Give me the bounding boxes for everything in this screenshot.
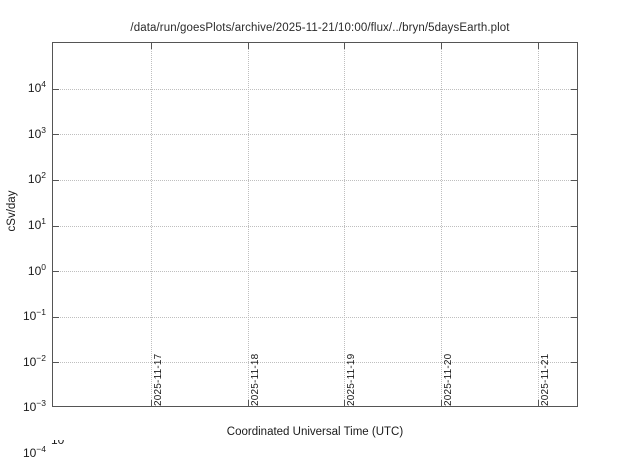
y-axis-tick <box>53 316 59 318</box>
x-tick-label: 2025-11-18 <box>250 353 261 406</box>
gridline-horizontal <box>53 134 577 136</box>
x-axis-tick <box>248 43 249 49</box>
y-axis-tick <box>571 134 577 136</box>
x-axis-tick <box>441 400 442 406</box>
y-axis-tick <box>53 225 59 227</box>
y-tick-label: 10−3 <box>22 398 46 415</box>
gridline-horizontal <box>53 225 577 227</box>
y-axis-tick <box>571 271 577 273</box>
y-axis-tick <box>571 225 577 227</box>
y-axis-tick <box>53 134 59 136</box>
y-tick-label: 103 <box>27 124 46 141</box>
gridline-horizontal <box>53 88 577 90</box>
x-axis-tick <box>344 400 345 406</box>
x-axis-tick <box>344 43 345 49</box>
y-axis-tick <box>53 362 59 364</box>
x-tick-label: 2025-11-21 <box>540 353 551 406</box>
y-axis-tick <box>53 271 59 273</box>
gridline-vertical <box>248 43 249 406</box>
y-tick-label: 10−4 <box>22 444 46 460</box>
y-axis-tick <box>571 316 577 318</box>
next-panel-clipped-label: 10−5 <box>34 440 74 448</box>
y-axis-tick-labels: 104 103 102 101 100 10−1 10−2 10−3 10−4 <box>0 42 46 459</box>
x-axis-tick <box>538 43 539 49</box>
y-tick-label: 10−2 <box>22 352 46 369</box>
y-tick-label: 100 <box>27 261 46 278</box>
chart-canvas: /data/run/goesPlots/archive/2025-11-21/1… <box>0 22 578 459</box>
gridline-horizontal <box>53 362 577 364</box>
x-tick-label: 2025-11-17 <box>153 353 164 406</box>
chart-title: /data/run/goesPlots/archive/2025-11-21/1… <box>130 22 510 34</box>
gridline-vertical <box>344 43 345 406</box>
y-axis-tick <box>53 179 59 181</box>
x-axis-tick <box>151 400 152 406</box>
y-tick-label: 104 <box>27 79 46 95</box>
x-axis-title: Coordinated Universal Time (UTC) <box>226 426 404 438</box>
y-axis-tick <box>571 362 577 364</box>
y-axis-tick <box>53 88 59 90</box>
gridline-vertical <box>151 43 152 406</box>
gridline-horizontal <box>53 316 577 318</box>
x-axis-tick <box>441 43 442 49</box>
y-tick-label: 101 <box>27 215 46 232</box>
x-axis-tick <box>538 400 539 406</box>
gridline-vertical <box>441 43 442 406</box>
x-axis-tick <box>248 400 249 406</box>
x-tick-label: 2025-11-19 <box>346 353 357 406</box>
gridline-horizontal <box>53 179 577 181</box>
y-axis-tick <box>571 88 577 90</box>
plot-area <box>52 42 578 407</box>
x-tick-label: 2025-11-20 <box>443 353 454 406</box>
grid-layer <box>53 43 577 406</box>
data-series-layer <box>53 43 577 406</box>
y-tick-label: 102 <box>27 170 46 187</box>
y-tick-label-clipped: 10−5 <box>50 440 74 447</box>
y-tick-label: 10−1 <box>22 307 46 324</box>
gridline-vertical <box>538 43 539 406</box>
gridline-horizontal <box>53 271 577 273</box>
x-axis-tick <box>151 43 152 49</box>
y-axis-tick <box>571 179 577 181</box>
